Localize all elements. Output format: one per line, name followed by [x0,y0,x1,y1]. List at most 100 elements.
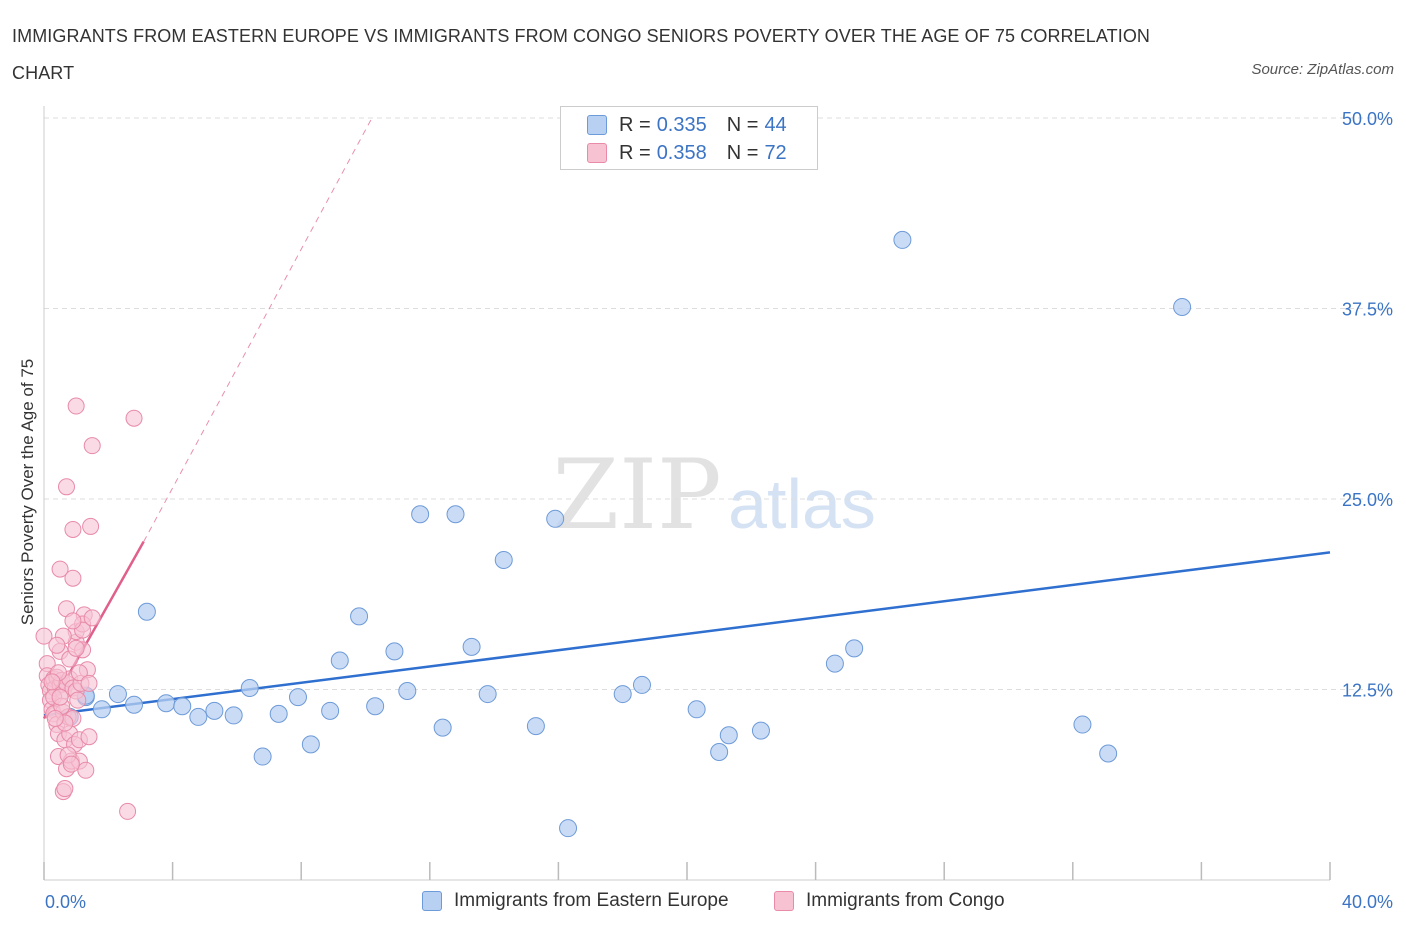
point-eastern-europe [189,707,208,726]
point-congo [56,780,74,798]
legend-r-value: 0.335 [656,113,707,136]
point-congo [67,397,85,415]
tick-labels: 12.5% 25.0% 37.5% 50.0% 0.0% 40.0% [45,109,1393,912]
trend-extension-congo [143,117,373,542]
point-eastern-europe [411,505,430,524]
point-eastern-europe [893,230,912,249]
point-eastern-europe [301,735,320,754]
point-congo [82,517,100,535]
point-congo [62,755,80,773]
point-eastern-europe [710,742,729,761]
point-congo [51,688,69,706]
point-eastern-europe [559,819,578,838]
point-eastern-europe [224,706,243,725]
legend-r-label: R = [619,141,651,164]
point-congo [64,569,82,587]
watermark: ZIP atlas [552,439,876,551]
point-congo [83,437,101,455]
point-eastern-europe [446,505,465,524]
point-congo [80,728,98,746]
chart-title: IMMIGRANTS FROM EASTERN EUROPE VS IMMIGR… [12,26,1151,83]
legend-n-value: 72 [764,141,787,164]
point-eastern-europe [462,637,481,656]
point-eastern-europe [632,675,651,694]
point-eastern-europe [433,718,452,737]
grid-lines [44,117,1390,690]
point-eastern-europe [719,726,738,745]
legend-n-label: N = [726,113,759,136]
axes [43,106,1331,881]
x-tick-label: 0.0% [45,892,86,912]
point-eastern-europe [526,717,545,736]
point-congo [70,664,88,682]
point-congo [80,674,98,692]
point-eastern-europe [350,607,369,626]
point-eastern-europe [269,704,288,723]
point-congo [119,802,137,820]
legend-label: Immigrants from Congo [806,890,1005,911]
y-tick-label: 25.0% [1342,490,1393,510]
point-congo [69,691,87,709]
y-tick-label: 50.0% [1342,109,1393,129]
point-eastern-europe [687,700,706,719]
legend-label: Immigrants from Eastern Europe [454,890,729,911]
point-eastern-europe [157,694,176,713]
legend-swatch-blue [587,115,607,135]
trend-line-eastern-europe [43,551,1331,717]
point-eastern-europe [92,700,111,719]
point-congo [83,609,101,627]
legend-r-label: R = [619,113,651,136]
point-eastern-europe [253,747,272,766]
legend-n-value: 44 [764,113,787,136]
point-eastern-europe [321,701,340,720]
point-eastern-europe [240,678,259,697]
point-eastern-europe [288,688,307,707]
point-eastern-europe [330,651,349,670]
point-eastern-europe [546,509,565,528]
point-congo [125,409,143,427]
watermark-zip: ZIP [552,439,721,551]
point-congo [51,560,69,578]
point-congo [64,520,82,538]
point-eastern-europe [385,642,404,661]
point-congo [48,636,66,654]
point-eastern-europe [1099,744,1118,763]
source-credit: Source: ZipAtlas.com [1251,61,1394,78]
point-eastern-europe [845,639,864,658]
point-congo [67,639,85,657]
point-congo [58,478,76,496]
point-congo [64,612,82,630]
point-eastern-europe [825,654,844,673]
point-eastern-europe [366,697,385,716]
point-eastern-europe [125,695,144,714]
point-congo [46,709,64,727]
point-eastern-europe [1173,297,1192,316]
legend-item-eastern-europe[interactable]: Immigrants from Eastern Europe [422,890,729,912]
legend-n-label: N = [726,141,759,164]
point-eastern-europe [108,685,127,704]
point-eastern-europe [398,682,417,701]
y-tick-label: 12.5% [1342,681,1393,701]
legend-swatch-pink [587,143,607,163]
legend-item-congo[interactable]: Immigrants from Congo [774,890,1005,912]
legend-swatch-pink [774,891,794,911]
point-eastern-europe [1073,715,1092,734]
trend-lines [42,117,1331,720]
point-eastern-europe [478,685,497,704]
watermark-atlas: atlas [728,465,876,543]
point-congo [77,761,95,779]
point-congo [35,627,53,645]
legend-row-congo: R = 0.358 N = 72 [587,141,787,165]
point-eastern-europe [205,701,224,720]
point-eastern-europe [613,685,632,704]
point-eastern-europe [173,697,192,716]
legend-r-value: 0.358 [656,141,707,164]
correlation-legend: R = 0.335 N = 44 R = 0.358 N = 72 [560,106,818,170]
legend-swatch-blue [422,891,442,911]
point-eastern-europe [137,602,156,621]
series-legend: Immigrants from Eastern Europe Immigrant… [0,890,1406,914]
point-eastern-europe [494,550,513,569]
legend-row-eastern-europe: R = 0.335 N = 44 [587,113,787,137]
y-tick-label: 37.5% [1342,300,1393,320]
